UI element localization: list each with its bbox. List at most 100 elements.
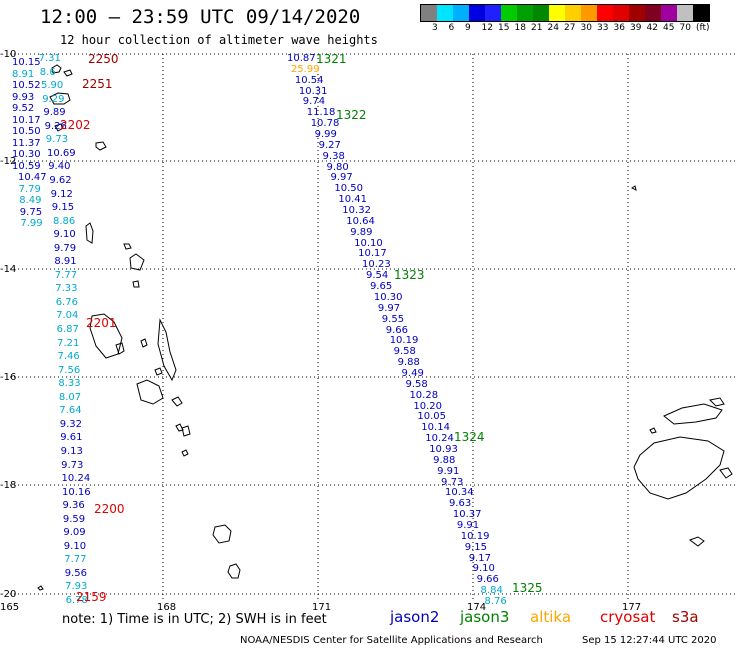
scale-swatch — [485, 5, 501, 21]
scale-swatch — [501, 5, 517, 21]
lon-label: 174 — [467, 602, 487, 613]
wave-height-value: 9.73 — [441, 476, 464, 488]
pass-time-label: 2251 — [82, 77, 113, 91]
lat-label: -10 — [0, 49, 17, 60]
pass-time-label: 2250 — [88, 52, 119, 66]
wave-height-value: 10.17 — [358, 248, 387, 260]
island-outline — [95, 141, 107, 151]
wave-height-value: 9.89 — [350, 226, 373, 238]
map-subtitle: 12 hour collection of altimeter wave hei… — [60, 33, 378, 47]
scale-swatch — [677, 5, 693, 21]
wave-height-value: 10.14 — [421, 422, 450, 434]
wave-height-value: 9.91 — [437, 465, 460, 477]
wave-height-value: 10.31 — [298, 85, 328, 97]
wave-height-value: 9.99 — [314, 129, 337, 141]
scale-swatch — [565, 5, 581, 21]
island-outline — [708, 397, 725, 407]
wave-height-value: 9.73 — [61, 459, 84, 471]
wave-height-value: 9.29 — [42, 93, 65, 105]
wave-height-value: 10.47 — [18, 172, 47, 183]
scale-swatch — [469, 5, 485, 21]
scale-swatch — [421, 5, 437, 21]
scale-label: 24 — [547, 23, 559, 33]
scale-swatch — [645, 5, 661, 21]
wave-height-value: 9.63 — [448, 498, 472, 510]
wave-height-value: 7.77 — [54, 269, 78, 281]
wave-height-value: 10.24 — [425, 433, 454, 445]
satellite-legend-cryosat: cryosat — [600, 608, 656, 626]
wave-height-value: 10.24 — [61, 473, 91, 485]
pass-time-label: 1325 — [512, 581, 543, 595]
island-outline — [132, 280, 140, 288]
wave-height-value: 9.62 — [49, 174, 72, 186]
wave-height-value: 8.86 — [53, 215, 76, 227]
lat-lon-grid — [10, 53, 735, 600]
wave-height-value: 9.97 — [330, 172, 353, 184]
island-outline — [719, 467, 733, 479]
wave-height-value: 9.12 — [50, 188, 73, 200]
wave-height-value: 10.54 — [294, 74, 324, 86]
satellite-legend-jason2: jason2 — [390, 608, 440, 626]
wave-height-value: 9.79 — [53, 242, 77, 254]
island-outline — [688, 536, 705, 547]
wave-height-value: 10.52 — [12, 80, 41, 91]
satellite-legend-jason3: jason3 — [460, 608, 510, 626]
map-title: 12:00 – 23:59 UTC 09/14/2020 — [40, 6, 361, 28]
wave-height-value: 10.41 — [338, 194, 367, 206]
wave-height-value: 9.49 — [401, 367, 424, 379]
wave-height-value: 8.84 — [480, 585, 503, 597]
color-scale-legend: 3 6 9 12 15 18 21 24 27 30 33 36 39 42 45 70 (ft) — [420, 4, 710, 34]
island-outline — [63, 69, 73, 77]
wave-height-value: 9.91 — [456, 519, 480, 531]
wave-height-value: 25.99 — [290, 63, 320, 75]
wave-height-value: 9.66 — [385, 324, 409, 336]
wave-height-value: 9.15 — [464, 541, 488, 553]
wave-height-value: 10.34 — [445, 487, 474, 499]
lat-label: -12 — [0, 156, 17, 167]
color-scale-labels: 3 6 9 12 15 18 21 24 27 30 33 36 39 42 45 70 (ft) — [420, 22, 710, 34]
lon-label: 168 — [157, 602, 177, 613]
wave-height-value: 10.93 — [429, 443, 458, 455]
island-outline — [633, 436, 725, 500]
satellite-legend-altika: altika — [530, 608, 572, 626]
wave-height-value: 9.15 — [51, 202, 75, 214]
island-outline — [123, 243, 132, 250]
wave-height-value: 7.79 — [18, 183, 41, 195]
wave-height-value: 9.56 — [64, 567, 87, 579]
scale-label: 45 — [663, 23, 675, 33]
island-outline — [212, 524, 232, 544]
scale-swatch — [437, 5, 453, 21]
pass-time-label: 2159 — [76, 590, 107, 604]
scale-swatch — [613, 5, 629, 21]
wave-height-value: 9.55 — [381, 313, 405, 325]
wave-height-value: 10.10 — [354, 237, 383, 249]
wave-height-value: 10.30 — [373, 291, 403, 303]
wave-height-value: 9.40 — [48, 161, 71, 173]
wave-height-value: 9.27 — [318, 139, 341, 151]
wave-height-value: 9.54 — [366, 270, 389, 282]
lon-label: 165 — [0, 602, 20, 613]
wave-height-value: 9.89 — [43, 107, 66, 119]
wave-height-value: 9.58 — [393, 346, 416, 358]
scale-label: 3 — [432, 23, 438, 33]
wave-height-value: 7.93 — [65, 581, 88, 593]
wave-height-value: 6.87 — [56, 324, 79, 335]
wave-height-value: 10.15 — [12, 57, 41, 68]
lon-label: 171 — [312, 602, 332, 613]
wave-height-value: 8.91 — [54, 256, 77, 268]
wave-height-value: 11.18 — [306, 107, 336, 119]
wave-height-value: 9.66 — [476, 574, 499, 586]
scale-label: 21 — [531, 23, 543, 33]
wave-height-value: 9.59 — [62, 513, 86, 525]
wave-height-value: 9.10 — [472, 563, 495, 575]
scale-swatch — [629, 5, 645, 21]
island-outline — [136, 379, 164, 405]
wave-height-value: 7.99 — [20, 218, 43, 229]
scale-swatch — [533, 5, 549, 21]
scale-swatch — [661, 5, 677, 21]
wave-height-value: 8.91 — [12, 68, 35, 80]
wave-height-value: 10.37 — [452, 509, 482, 521]
island-outline — [663, 403, 723, 425]
wave-height-value: 9.52 — [12, 103, 35, 114]
wave-height-value: 7.46 — [57, 351, 80, 363]
